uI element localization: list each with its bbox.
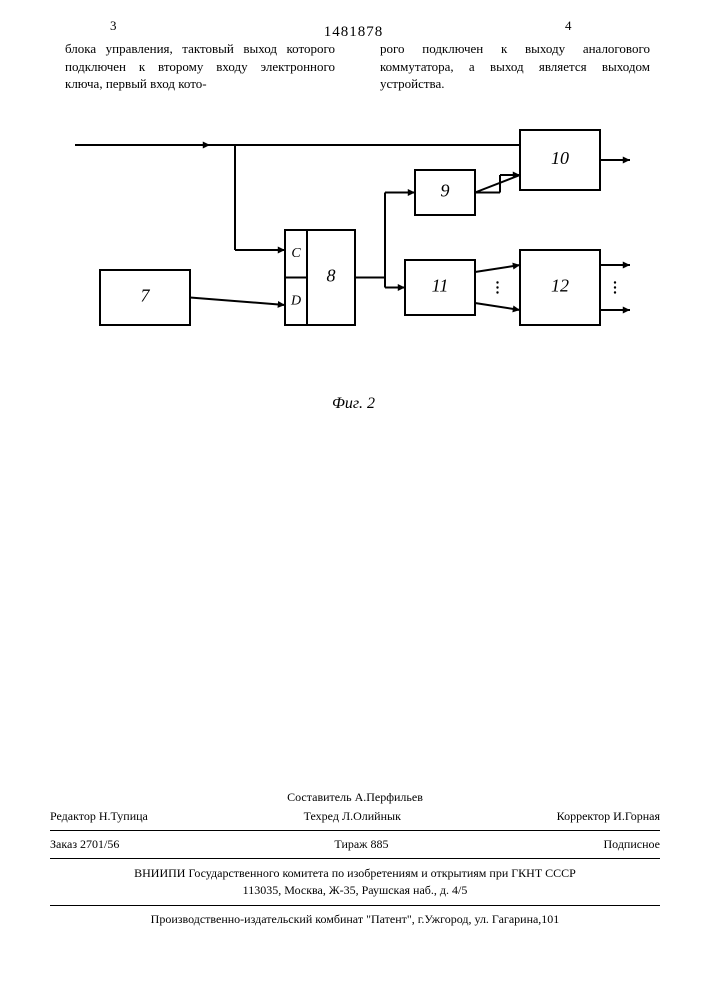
document-number: 1481878: [324, 24, 384, 41]
page-number-right: 4: [565, 18, 572, 34]
publisher-line2: 113035, Москва, Ж-35, Раушская наб., д. …: [50, 882, 660, 899]
subscription-label: Подписное: [604, 837, 661, 852]
figure-caption: Фиг. 2: [332, 395, 375, 413]
svg-text:7: 7: [141, 286, 151, 306]
production-line: Производственно-издательский комбинат "П…: [50, 908, 660, 931]
svg-text:8: 8: [327, 266, 336, 286]
svg-text:9: 9: [441, 181, 450, 201]
svg-text:C: C: [291, 246, 301, 261]
svg-text:D: D: [290, 293, 301, 308]
svg-text:11: 11: [432, 276, 449, 296]
page-number-left: 3: [110, 18, 117, 34]
corrector-name: Корректор И.Горная: [557, 809, 660, 824]
editor-name: Редактор Н.Тупица: [50, 809, 148, 824]
publisher-line1: ВНИИПИ Государственного комитета по изоб…: [50, 865, 660, 882]
divider: [50, 858, 660, 859]
svg-text:10: 10: [551, 148, 569, 168]
imprint-footer: Составитель А.Перфильев Редактор Н.Тупиц…: [50, 790, 660, 931]
order-number: Заказ 2701/56: [50, 837, 119, 852]
divider: [50, 830, 660, 831]
compiler-line: Составитель А.Перфильев: [50, 790, 660, 805]
body-text-right-column: рого подключен к выходу аналогового комм…: [380, 40, 650, 93]
techred-name: Техред Л.Олийнык: [304, 809, 401, 824]
print-run: Тираж 885: [334, 837, 388, 852]
figure-2-diagram: 7 C D 8 9 10 11 12: [70, 120, 630, 380]
svg-text:12: 12: [551, 276, 569, 296]
divider: [50, 905, 660, 906]
body-text-left-column: блока управления, тактовый выход ко­торо…: [65, 40, 335, 93]
